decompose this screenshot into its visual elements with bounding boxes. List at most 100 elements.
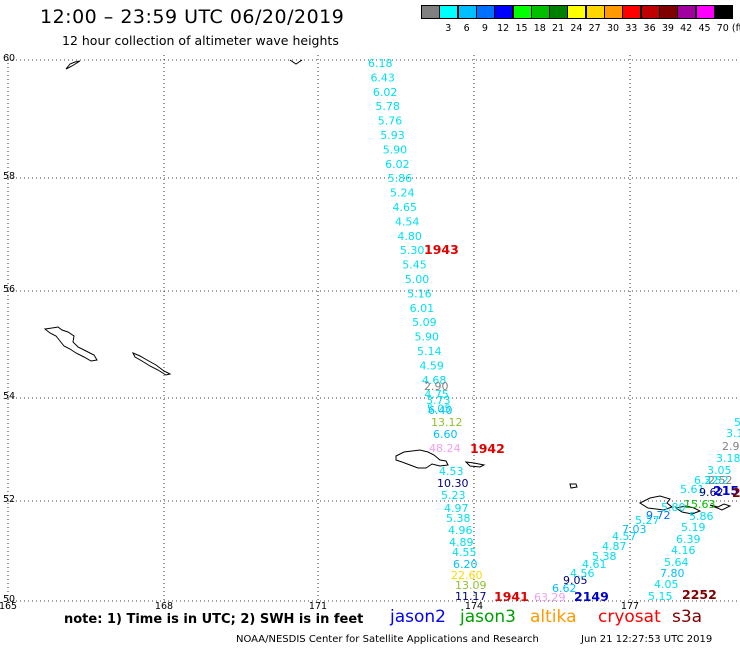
longitude-label: 171 bbox=[309, 601, 327, 612]
scale-label: 39 bbox=[661, 23, 674, 34]
scale-label: 24 bbox=[570, 23, 583, 34]
wave-height-label: 5.23 bbox=[441, 489, 466, 502]
wave-height-label: 10.30 bbox=[437, 477, 469, 490]
wave-height-label: 13.12 bbox=[431, 416, 463, 429]
wave-height-label: 3.52 bbox=[704, 474, 729, 487]
wave-height-label: 4.96 bbox=[448, 524, 473, 537]
scale-label: 15 bbox=[515, 23, 528, 34]
wave-height-label: 5.27 bbox=[635, 514, 660, 527]
wave-height-label: 6.39 bbox=[676, 533, 701, 546]
wave-height-label: 5.80 bbox=[661, 501, 686, 514]
wave-height-label: 5.38 bbox=[592, 550, 617, 563]
wave-height-label: 13.09 bbox=[455, 579, 487, 592]
wave-height-label: 5.45 bbox=[402, 259, 427, 272]
wave-height-label: 4.59 bbox=[419, 359, 444, 372]
wave-height-label: 4.57 bbox=[612, 530, 637, 543]
coastline-rat-islands bbox=[638, 495, 673, 511]
pass-time-label: 2252 bbox=[682, 587, 717, 602]
wave-height-label: 4.61 bbox=[582, 558, 607, 571]
wave-height-label: 6.62 bbox=[552, 582, 577, 595]
wave-height-label: 5.86 bbox=[689, 510, 714, 523]
wave-height-label: 7.80 bbox=[660, 567, 685, 580]
wave-height-label: 5.30 bbox=[400, 244, 425, 257]
wave-height-label: 6.20 bbox=[453, 558, 478, 571]
wave-height-label: 5.76 bbox=[378, 115, 403, 128]
wave-height-label: 6.43 bbox=[370, 71, 395, 84]
wave-height-label: 6.02 bbox=[385, 158, 410, 171]
coastline-medny-island bbox=[131, 352, 172, 376]
scale-unit: (ft) bbox=[731, 23, 740, 34]
wave-height-label: 4.05 bbox=[654, 578, 679, 591]
wave-height-label: 4.97 bbox=[444, 502, 469, 515]
coastline-north-fragment bbox=[289, 59, 303, 65]
wave-height-label: 4.75 bbox=[424, 388, 449, 401]
latitude-label: 60 bbox=[3, 53, 15, 64]
wave-height-label: 9.62 bbox=[699, 486, 724, 499]
scale-label: 6 bbox=[463, 23, 470, 34]
wave-height-label: 6.22 bbox=[694, 474, 719, 487]
satellite-legend-item: altika bbox=[530, 607, 577, 627]
wave-height-label: 15.63 bbox=[684, 498, 716, 511]
wave-height-label: 5.90 bbox=[415, 331, 440, 344]
coastline-bering-island bbox=[43, 326, 98, 362]
wave-height-label: 4.54 bbox=[395, 215, 420, 228]
coastlines bbox=[43, 59, 732, 515]
map-title: 12:00 – 23:59 UTC 06/20/2019 bbox=[40, 6, 345, 28]
scale-label: 33 bbox=[625, 23, 638, 34]
latitude-label: 50 bbox=[3, 594, 15, 605]
scale-label: 36 bbox=[643, 23, 656, 34]
wave-height-label: 4.80 bbox=[397, 230, 422, 243]
units-note: note: 1) Time is in UTC; 2) SWH is in fe… bbox=[64, 612, 364, 627]
wave-height-label: 6.01 bbox=[410, 302, 435, 315]
scale-label: 3 bbox=[445, 23, 452, 34]
lat-lon-grid bbox=[7, 55, 740, 603]
wave-height-label: 4.53 bbox=[439, 465, 464, 478]
pass-time-label: 215 bbox=[713, 483, 739, 498]
wave-height-label: 4.89 bbox=[449, 536, 474, 549]
coastline-kiska-island bbox=[674, 505, 702, 515]
wave-height-label: 5.00 bbox=[405, 273, 430, 286]
satellite-legend-item: jason3 bbox=[460, 607, 516, 627]
wave-height-label: 5.19 bbox=[681, 521, 706, 534]
wave-height-label: 5.09 bbox=[412, 316, 437, 329]
coastline-agattu-island bbox=[464, 461, 486, 468]
wave-height-label: 6.40 bbox=[428, 404, 453, 417]
credit-line: NOAA/NESDIS Center for Satellite Applica… bbox=[236, 634, 539, 645]
wave-height-label: 6.60 bbox=[433, 428, 458, 441]
pass-time-label: 1942 bbox=[470, 441, 505, 456]
wave-height-label: 5. bbox=[734, 416, 740, 429]
wave-height-label: 5.14 bbox=[417, 345, 442, 358]
scale-label: 9 bbox=[481, 23, 488, 34]
wave-height-label: 5.38 bbox=[446, 512, 471, 525]
wave-height-label: 5.86 bbox=[388, 172, 413, 185]
wave-height-label: 5.93 bbox=[380, 129, 405, 142]
scale-label: 21 bbox=[552, 23, 565, 34]
wave-height-label: 6.02 bbox=[373, 86, 398, 99]
scale-label: 45 bbox=[698, 23, 711, 34]
wave-height-label: 5.15 bbox=[648, 590, 673, 603]
wave-height-label: 6.18 bbox=[368, 57, 393, 70]
scale-label: 27 bbox=[588, 23, 601, 34]
wave-height-label: 5.78 bbox=[375, 100, 400, 113]
coastline-attu-island bbox=[395, 449, 449, 469]
coastline-east-islet bbox=[709, 503, 732, 511]
scale-label: 18 bbox=[533, 23, 546, 34]
satellite-legend-item: jason2 bbox=[390, 607, 446, 627]
map-subtitle: 12 hour collection of altimeter wave hei… bbox=[62, 33, 339, 48]
generated-timestamp: Jun 21 12:27:53 UTC 2019 bbox=[581, 634, 713, 645]
wave-height-label: 5.64 bbox=[664, 556, 689, 569]
latitude-label: 58 bbox=[3, 171, 15, 182]
longitude-label: 168 bbox=[155, 601, 173, 612]
wave-height-label: 5.61 bbox=[680, 483, 705, 496]
wave-height-label: 4.87 bbox=[602, 540, 627, 553]
wave-height-label: 3.18 bbox=[716, 452, 740, 465]
wave-height-label: 3.1 bbox=[726, 427, 740, 440]
wave-height-label: 5.16 bbox=[407, 287, 432, 300]
wave-height-label: 63.29 bbox=[534, 591, 566, 604]
latitude-label: 54 bbox=[3, 391, 15, 402]
scale-label: 30 bbox=[606, 23, 620, 34]
wave-height-label: 3.05 bbox=[707, 464, 732, 477]
wave-height-label: 5.24 bbox=[390, 187, 415, 200]
longitude-label: 165 bbox=[0, 601, 17, 612]
longitude-label: 177 bbox=[621, 601, 639, 612]
